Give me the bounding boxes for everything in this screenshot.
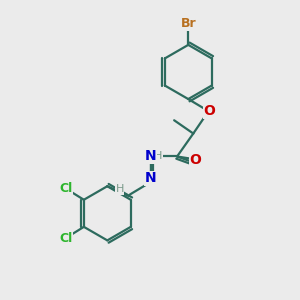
Text: H: H bbox=[116, 184, 124, 194]
Text: O: O bbox=[189, 153, 201, 167]
Text: Cl: Cl bbox=[59, 182, 72, 195]
Text: H: H bbox=[154, 151, 162, 161]
Text: N: N bbox=[145, 149, 156, 164]
Text: Br: Br bbox=[181, 17, 196, 30]
Text: Cl: Cl bbox=[59, 232, 72, 244]
Text: O: O bbox=[203, 104, 215, 118]
Text: N: N bbox=[145, 171, 156, 185]
